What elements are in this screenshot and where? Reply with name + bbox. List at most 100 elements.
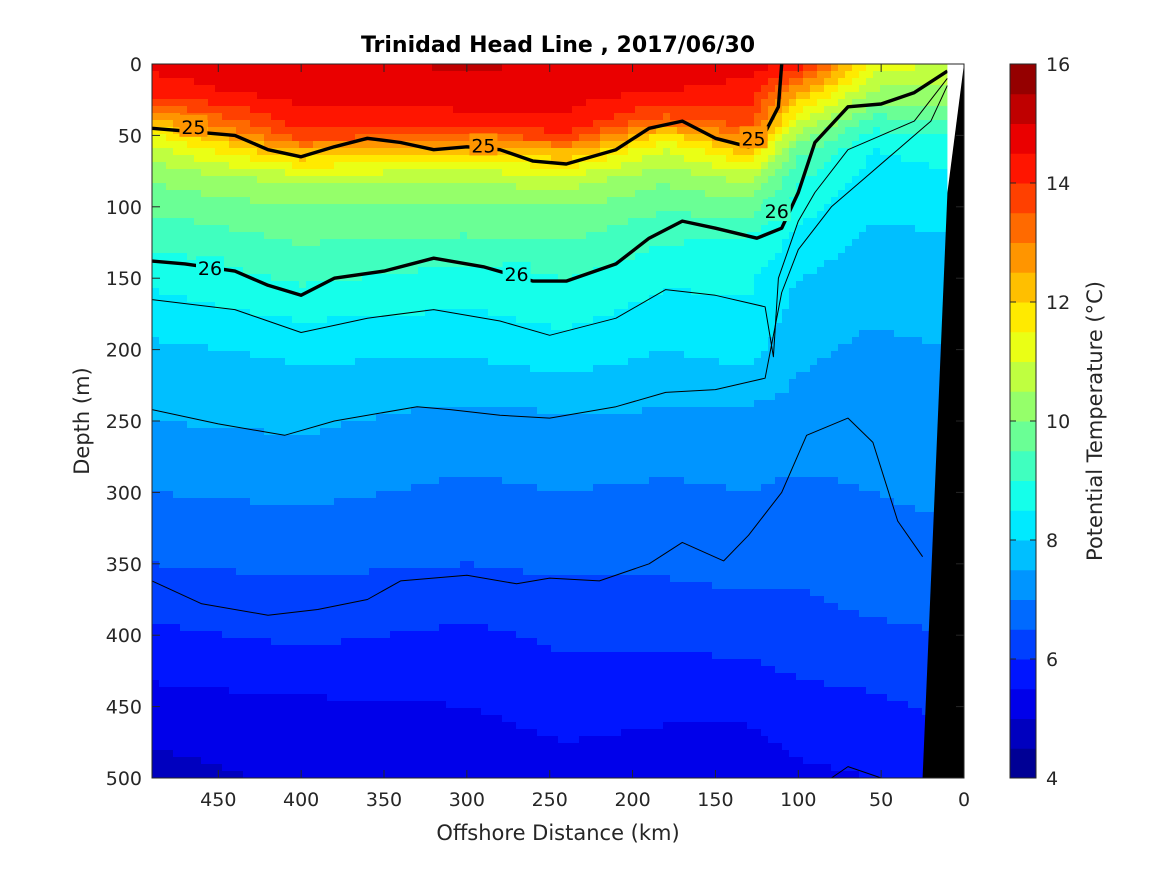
- temperature-cell: [306, 148, 314, 156]
- temperature-cell: [222, 113, 230, 121]
- temperature-cell: [439, 512, 447, 520]
- temperature-cell: [383, 78, 391, 86]
- temperature-cell: [166, 64, 174, 72]
- temperature-cell: [250, 435, 258, 443]
- temperature-cell: [257, 638, 265, 646]
- temperature-cell: [299, 715, 307, 723]
- temperature-cell: [159, 330, 167, 338]
- temperature-cell: [271, 505, 279, 513]
- temperature-cell: [215, 771, 223, 778]
- temperature-cell: [250, 344, 258, 352]
- temperature-cell: [390, 267, 398, 275]
- temperature-cell: [159, 134, 167, 142]
- temperature-cell: [264, 351, 272, 359]
- temperature-cell: [173, 148, 181, 156]
- temperature-cell: [376, 526, 384, 534]
- temperature-cell: [187, 673, 195, 681]
- temperature-cell: [390, 372, 398, 380]
- temperature-cell: [299, 414, 307, 422]
- temperature-cell: [488, 736, 496, 744]
- temperature-cell: [257, 736, 265, 744]
- temperature-cell: [453, 666, 461, 674]
- temperature-cell: [306, 736, 314, 744]
- temperature-cell: [474, 449, 482, 457]
- temperature-cell: [411, 176, 419, 184]
- temperature-cell: [390, 638, 398, 646]
- temperature-cell: [425, 92, 433, 100]
- temperature-cell: [306, 568, 314, 576]
- temperature-cell: [187, 617, 195, 625]
- temperature-cell: [180, 645, 188, 653]
- temperature-cell: [467, 687, 475, 695]
- temperature-cell: [278, 253, 286, 261]
- temperature-cell: [334, 771, 342, 778]
- temperature-cell: [467, 764, 475, 772]
- temperature-cell: [439, 645, 447, 653]
- temperature-cell: [362, 603, 370, 611]
- temperature-cell: [264, 596, 272, 604]
- temperature-cell: [306, 442, 314, 450]
- temperature-cell: [285, 764, 293, 772]
- temperature-cell: [383, 197, 391, 205]
- temperature-cell: [390, 92, 398, 100]
- temperature-cell: [187, 645, 195, 653]
- temperature-cell: [159, 673, 167, 681]
- temperature-cell: [159, 491, 167, 499]
- temperature-cell: [285, 568, 293, 576]
- temperature-cell: [173, 246, 181, 254]
- temperature-cell: [439, 295, 447, 303]
- temperature-cell: [173, 701, 181, 709]
- temperature-cell: [404, 519, 412, 527]
- temperature-cell: [383, 253, 391, 261]
- temperature-cell: [159, 113, 167, 121]
- temperature-cell: [313, 561, 321, 569]
- temperature-cell: [152, 575, 160, 583]
- temperature-cell: [306, 176, 314, 184]
- temperature-cell: [152, 239, 160, 247]
- temperature-cell: [446, 680, 454, 688]
- temperature-cell: [159, 666, 167, 674]
- temperature-cell: [453, 631, 461, 639]
- temperature-cell: [327, 771, 335, 778]
- temperature-cell: [376, 561, 384, 569]
- temperature-cell: [383, 183, 391, 191]
- temperature-cell: [285, 442, 293, 450]
- temperature-cell: [159, 456, 167, 464]
- temperature-cell: [278, 204, 286, 212]
- temperature-cell: [390, 631, 398, 639]
- temperature-cell: [348, 134, 356, 142]
- temperature-cell: [159, 407, 167, 415]
- temperature-cell: [474, 652, 482, 660]
- temperature-cell: [215, 659, 223, 667]
- temperature-cell: [474, 491, 482, 499]
- temperature-cell: [152, 540, 160, 548]
- temperature-cell: [236, 211, 244, 219]
- temperature-cell: [467, 365, 475, 373]
- temperature-cell: [215, 519, 223, 527]
- temperature-cell: [334, 701, 342, 709]
- temperature-cell: [264, 323, 272, 331]
- temperature-cell: [278, 498, 286, 506]
- temperature-cell: [285, 127, 293, 135]
- temperature-cell: [215, 71, 223, 79]
- temperature-cell: [425, 351, 433, 359]
- temperature-cell: [152, 638, 160, 646]
- temperature-cell: [292, 99, 300, 107]
- temperature-cell: [264, 309, 272, 317]
- temperature-cell: [341, 344, 349, 352]
- temperature-cell: [348, 582, 356, 590]
- temperature-cell: [194, 533, 202, 541]
- temperature-cell: [355, 106, 363, 114]
- temperature-cell: [383, 141, 391, 149]
- temperature-cell: [418, 519, 426, 527]
- temperature-cell: [404, 225, 412, 233]
- temperature-cell: [222, 673, 230, 681]
- temperature-cell: [453, 659, 461, 667]
- temperature-cell: [222, 232, 230, 240]
- temperature-cell: [159, 106, 167, 114]
- temperature-cell: [173, 183, 181, 191]
- temperature-cell: [474, 169, 482, 177]
- temperature-cell: [201, 603, 209, 611]
- temperature-cell: [474, 680, 482, 688]
- temperature-cell: [383, 463, 391, 471]
